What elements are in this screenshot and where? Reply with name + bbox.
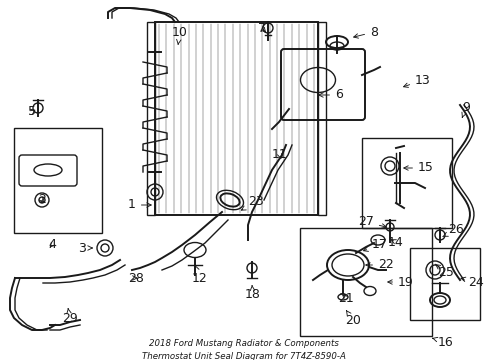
Text: 9: 9 xyxy=(461,102,469,117)
Text: 20: 20 xyxy=(345,311,360,327)
Text: 5: 5 xyxy=(28,105,36,118)
Text: 25: 25 xyxy=(434,264,453,279)
Bar xyxy=(147,22,155,215)
Text: 19: 19 xyxy=(387,275,413,288)
Text: 11: 11 xyxy=(271,148,287,162)
Text: 17: 17 xyxy=(363,238,387,252)
Text: 6: 6 xyxy=(318,89,342,102)
Text: 27: 27 xyxy=(357,216,386,229)
Bar xyxy=(409,248,479,320)
Text: 18: 18 xyxy=(244,285,260,301)
Bar xyxy=(317,22,325,215)
Bar xyxy=(14,128,102,233)
Bar xyxy=(155,22,317,215)
Text: 21: 21 xyxy=(337,292,353,305)
Text: 1: 1 xyxy=(128,198,151,211)
Text: 2018 Ford Mustang Radiator & Components
Thermostat Unit Seal Diagram for 7T4Z-85: 2018 Ford Mustang Radiator & Components … xyxy=(142,339,345,360)
Text: 10: 10 xyxy=(172,26,187,44)
Text: 8: 8 xyxy=(353,26,377,39)
Text: 7: 7 xyxy=(258,22,265,35)
Text: 24: 24 xyxy=(460,275,483,288)
Text: 4: 4 xyxy=(48,238,56,252)
Text: 23: 23 xyxy=(241,195,263,210)
Text: 29: 29 xyxy=(62,309,78,324)
Text: 14: 14 xyxy=(387,235,403,248)
Text: 16: 16 xyxy=(431,336,453,348)
Text: 12: 12 xyxy=(192,266,207,284)
Bar xyxy=(299,228,431,336)
Text: 22: 22 xyxy=(365,258,393,271)
Text: 2: 2 xyxy=(38,193,46,207)
Bar xyxy=(361,138,451,228)
Text: 28: 28 xyxy=(128,271,143,284)
Text: 3: 3 xyxy=(78,242,92,255)
Text: 26: 26 xyxy=(442,224,463,237)
Text: 13: 13 xyxy=(403,73,430,87)
Text: 15: 15 xyxy=(403,162,433,175)
